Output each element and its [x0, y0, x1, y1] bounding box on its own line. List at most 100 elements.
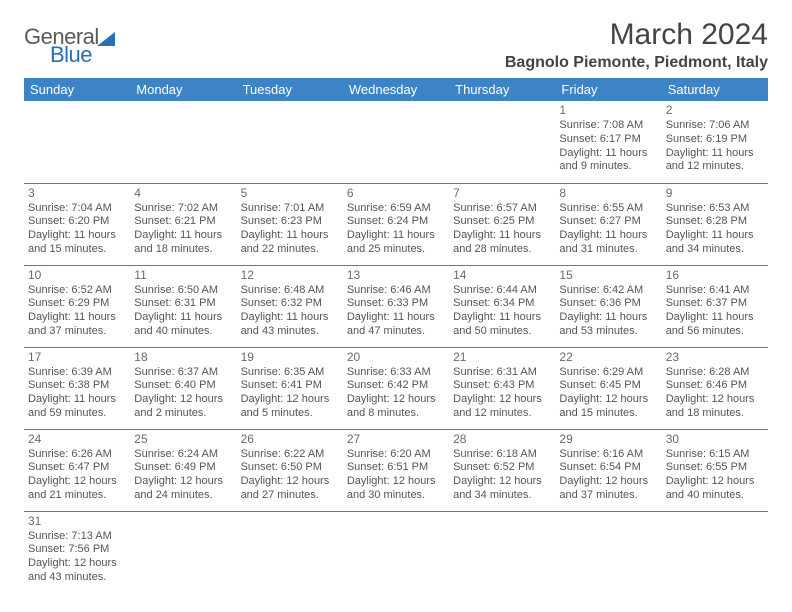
day-number: 4 [134, 186, 232, 201]
sunset-line: Sunset: 6:17 PM [559, 133, 657, 147]
daylight-line: Daylight: 11 hours and 53 minutes. [559, 311, 657, 339]
day-number: 27 [347, 432, 445, 447]
sunrise-line: Sunrise: 7:04 AM [28, 202, 126, 216]
daylight-line: Daylight: 12 hours and 37 minutes. [559, 475, 657, 503]
calendar-cell: 10Sunrise: 6:52 AMSunset: 6:29 PMDayligh… [24, 265, 130, 347]
calendar-cell: 7Sunrise: 6:57 AMSunset: 6:25 PMDaylight… [449, 183, 555, 265]
daylight-line: Daylight: 12 hours and 8 minutes. [347, 393, 445, 421]
daylight-line: Daylight: 12 hours and 34 minutes. [453, 475, 551, 503]
weekday-header: Thursday [449, 78, 555, 101]
day-number: 23 [666, 350, 764, 365]
daylight-line: Daylight: 11 hours and 43 minutes. [241, 311, 339, 339]
logo: General Blue [24, 24, 115, 68]
calendar-body: 1Sunrise: 7:08 AMSunset: 6:17 PMDaylight… [24, 101, 768, 593]
sunset-line: Sunset: 6:20 PM [28, 215, 126, 229]
sunset-line: Sunset: 6:25 PM [453, 215, 551, 229]
sunset-line: Sunset: 6:47 PM [28, 461, 126, 475]
day-number: 26 [241, 432, 339, 447]
calendar-table: SundayMondayTuesdayWednesdayThursdayFrid… [24, 78, 768, 593]
daylight-line: Daylight: 11 hours and 59 minutes. [28, 393, 126, 421]
calendar-cell: 2Sunrise: 7:06 AMSunset: 6:19 PMDaylight… [662, 101, 768, 183]
sunrise-line: Sunrise: 6:26 AM [28, 448, 126, 462]
daylight-line: Daylight: 11 hours and 12 minutes. [666, 147, 764, 175]
day-number: 24 [28, 432, 126, 447]
sunset-line: Sunset: 6:32 PM [241, 297, 339, 311]
day-number: 3 [28, 186, 126, 201]
day-number: 20 [347, 350, 445, 365]
calendar-cell: 18Sunrise: 6:37 AMSunset: 6:40 PMDayligh… [130, 347, 236, 429]
daylight-line: Daylight: 11 hours and 25 minutes. [347, 229, 445, 257]
sunset-line: Sunset: 6:28 PM [666, 215, 764, 229]
calendar-cell: 31Sunrise: 7:13 AMSunset: 7:56 PMDayligh… [24, 511, 130, 593]
sunrise-line: Sunrise: 6:37 AM [134, 366, 232, 380]
sunset-line: Sunset: 6:49 PM [134, 461, 232, 475]
sunrise-line: Sunrise: 6:29 AM [559, 366, 657, 380]
calendar-cell [237, 101, 343, 183]
calendar-cell [24, 101, 130, 183]
day-number: 2 [666, 103, 764, 118]
calendar-cell: 15Sunrise: 6:42 AMSunset: 6:36 PMDayligh… [555, 265, 661, 347]
title-block: March 2024 Bagnolo Piemonte, Piedmont, I… [505, 18, 768, 72]
day-number: 7 [453, 186, 551, 201]
day-number: 25 [134, 432, 232, 447]
sunrise-line: Sunrise: 6:41 AM [666, 284, 764, 298]
day-number: 19 [241, 350, 339, 365]
daylight-line: Daylight: 11 hours and 22 minutes. [241, 229, 339, 257]
calendar-cell [343, 511, 449, 593]
calendar-cell: 22Sunrise: 6:29 AMSunset: 6:45 PMDayligh… [555, 347, 661, 429]
sunset-line: Sunset: 6:41 PM [241, 379, 339, 393]
calendar-cell: 3Sunrise: 7:04 AMSunset: 6:20 PMDaylight… [24, 183, 130, 265]
calendar-cell: 11Sunrise: 6:50 AMSunset: 6:31 PMDayligh… [130, 265, 236, 347]
calendar-cell [555, 511, 661, 593]
daylight-line: Daylight: 11 hours and 28 minutes. [453, 229, 551, 257]
sunrise-line: Sunrise: 6:33 AM [347, 366, 445, 380]
day-number: 15 [559, 268, 657, 283]
sunrise-line: Sunrise: 6:20 AM [347, 448, 445, 462]
daylight-line: Daylight: 12 hours and 2 minutes. [134, 393, 232, 421]
day-number: 6 [347, 186, 445, 201]
calendar-cell: 25Sunrise: 6:24 AMSunset: 6:49 PMDayligh… [130, 429, 236, 511]
daylight-line: Daylight: 11 hours and 56 minutes. [666, 311, 764, 339]
calendar-cell: 17Sunrise: 6:39 AMSunset: 6:38 PMDayligh… [24, 347, 130, 429]
sunrise-line: Sunrise: 7:01 AM [241, 202, 339, 216]
calendar-cell: 1Sunrise: 7:08 AMSunset: 6:17 PMDaylight… [555, 101, 661, 183]
calendar-cell [662, 511, 768, 593]
day-number: 9 [666, 186, 764, 201]
sunrise-line: Sunrise: 6:50 AM [134, 284, 232, 298]
daylight-line: Daylight: 12 hours and 5 minutes. [241, 393, 339, 421]
daylight-line: Daylight: 11 hours and 31 minutes. [559, 229, 657, 257]
day-number: 14 [453, 268, 551, 283]
day-number: 11 [134, 268, 232, 283]
calendar-cell: 27Sunrise: 6:20 AMSunset: 6:51 PMDayligh… [343, 429, 449, 511]
daylight-line: Daylight: 12 hours and 21 minutes. [28, 475, 126, 503]
daylight-line: Daylight: 12 hours and 40 minutes. [666, 475, 764, 503]
sunrise-line: Sunrise: 6:48 AM [241, 284, 339, 298]
sunset-line: Sunset: 6:37 PM [666, 297, 764, 311]
sunrise-line: Sunrise: 6:59 AM [347, 202, 445, 216]
calendar-cell: 4Sunrise: 7:02 AMSunset: 6:21 PMDaylight… [130, 183, 236, 265]
sunrise-line: Sunrise: 6:28 AM [666, 366, 764, 380]
sunrise-line: Sunrise: 7:13 AM [28, 530, 126, 544]
sunrise-line: Sunrise: 6:44 AM [453, 284, 551, 298]
header: General Blue March 2024 Bagnolo Piemonte… [24, 18, 768, 72]
location-label: Bagnolo Piemonte, Piedmont, Italy [505, 54, 768, 72]
logo-text-blue: Blue [50, 42, 115, 68]
daylight-line: Daylight: 11 hours and 37 minutes. [28, 311, 126, 339]
sunrise-line: Sunrise: 6:16 AM [559, 448, 657, 462]
sunset-line: Sunset: 6:29 PM [28, 297, 126, 311]
calendar-cell [343, 101, 449, 183]
daylight-line: Daylight: 11 hours and 40 minutes. [134, 311, 232, 339]
day-number: 21 [453, 350, 551, 365]
sunset-line: Sunset: 6:40 PM [134, 379, 232, 393]
sunset-line: Sunset: 6:31 PM [134, 297, 232, 311]
sunset-line: Sunset: 6:46 PM [666, 379, 764, 393]
day-number: 22 [559, 350, 657, 365]
sunset-line: Sunset: 6:36 PM [559, 297, 657, 311]
daylight-line: Daylight: 11 hours and 9 minutes. [559, 147, 657, 175]
day-number: 18 [134, 350, 232, 365]
calendar-cell: 28Sunrise: 6:18 AMSunset: 6:52 PMDayligh… [449, 429, 555, 511]
day-number: 30 [666, 432, 764, 447]
sunset-line: Sunset: 6:50 PM [241, 461, 339, 475]
sunrise-line: Sunrise: 6:31 AM [453, 366, 551, 380]
sunrise-line: Sunrise: 6:42 AM [559, 284, 657, 298]
